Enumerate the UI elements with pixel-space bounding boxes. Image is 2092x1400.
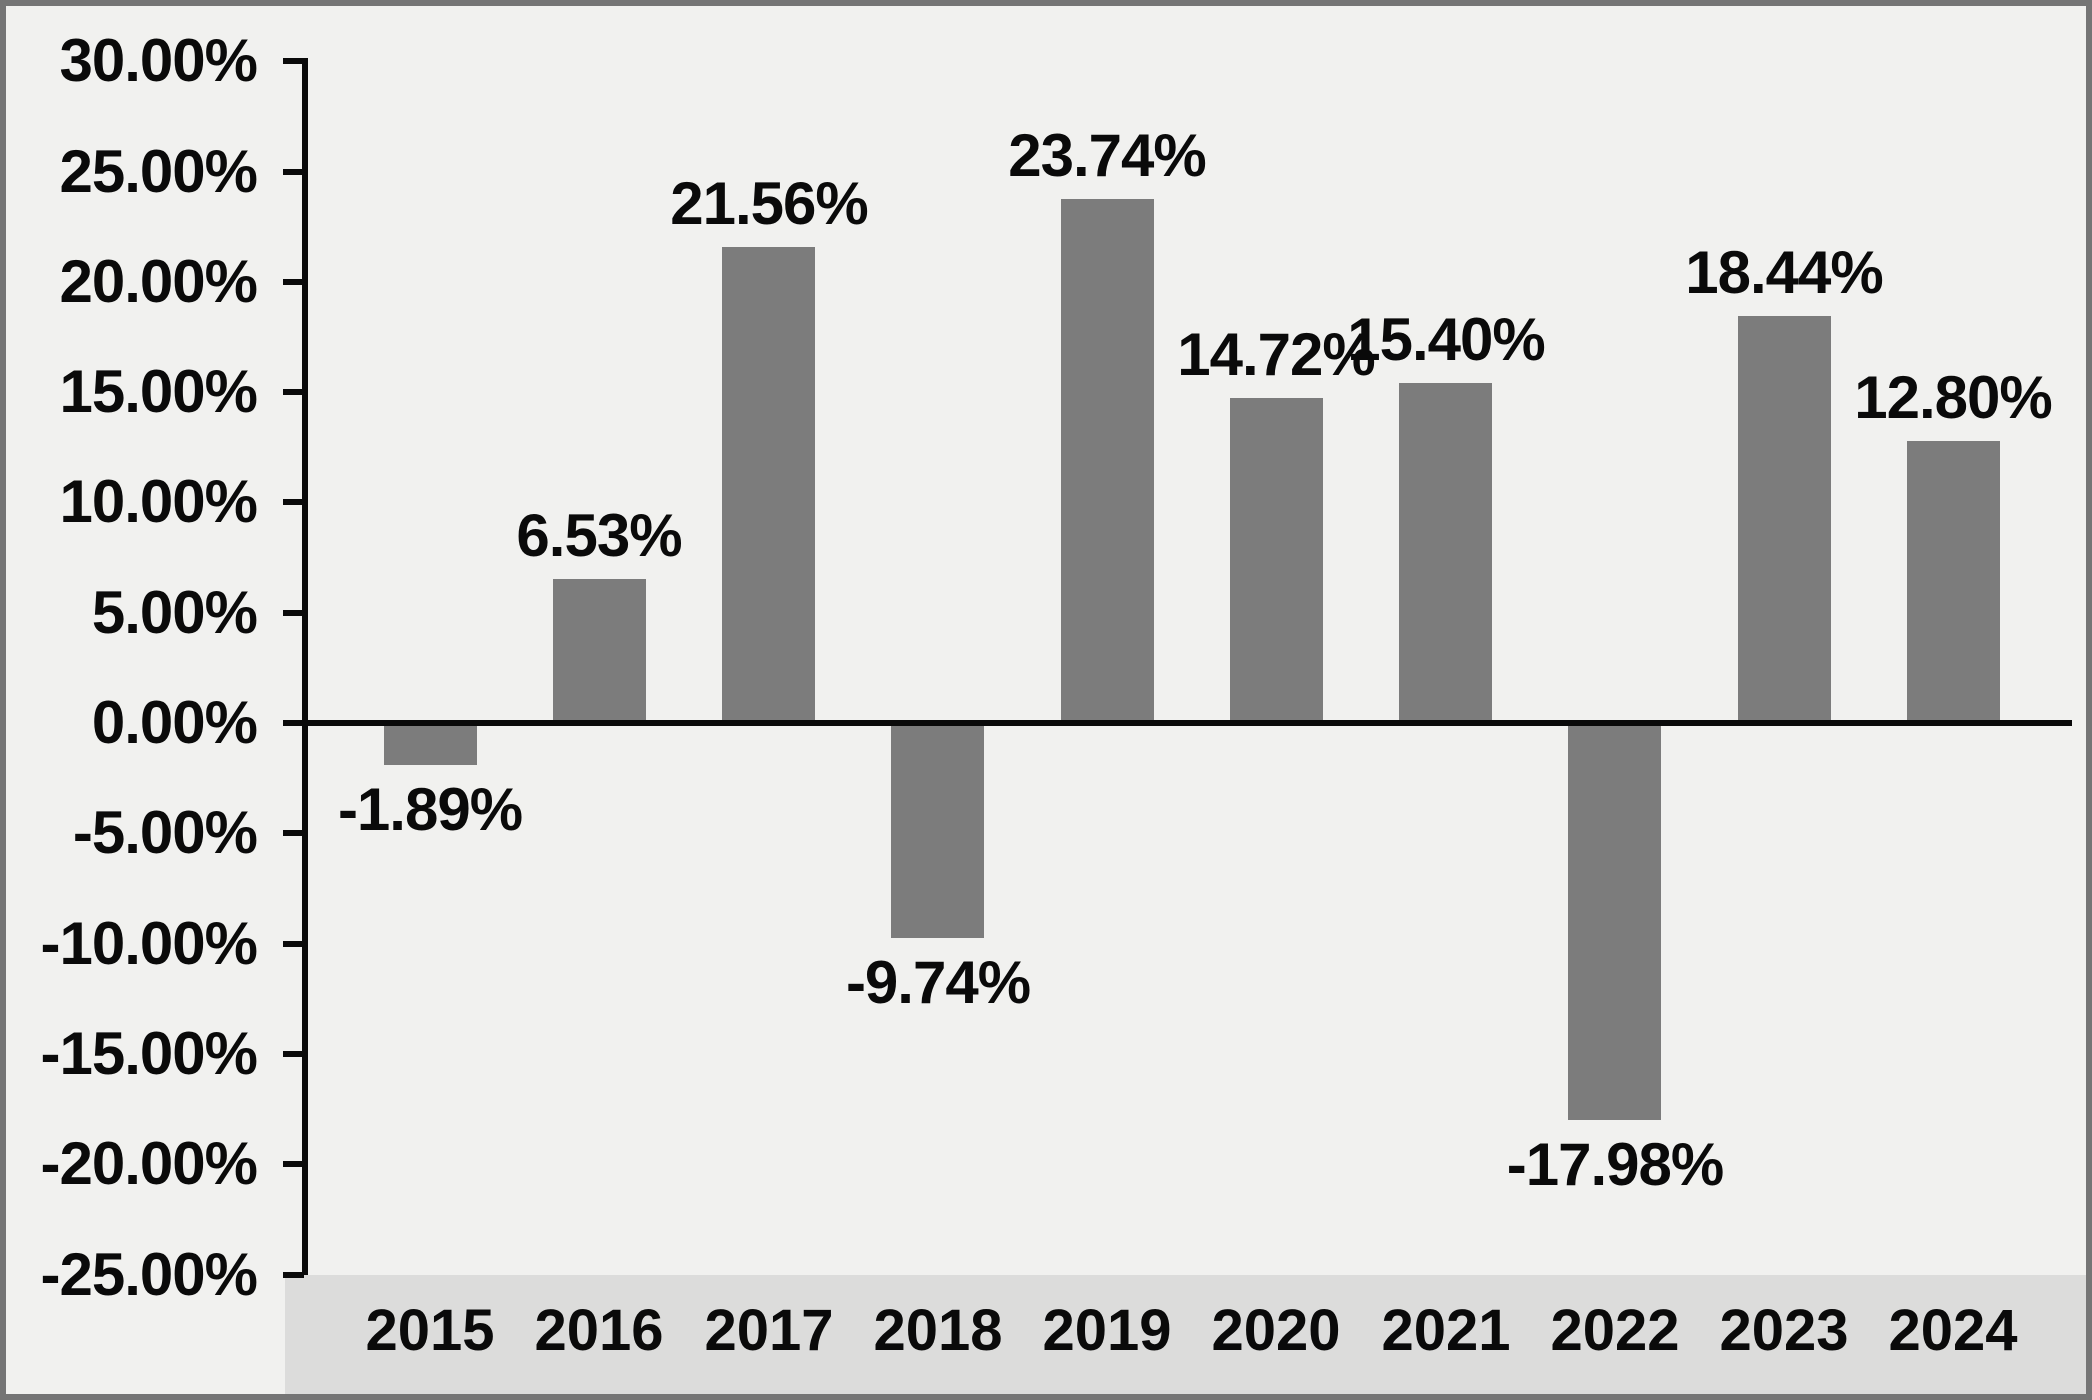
x-axis-label-2015: 2015 bbox=[365, 1298, 495, 1363]
bar-2020 bbox=[1230, 398, 1323, 723]
y-tick bbox=[283, 389, 304, 395]
value-label-2017: 21.56% bbox=[670, 170, 869, 237]
value-label-2019: 23.74% bbox=[1008, 122, 1207, 189]
y-tick bbox=[283, 279, 304, 285]
y-tick-label: 25.00% bbox=[59, 138, 259, 205]
y-tick-label: 30.00% bbox=[59, 27, 259, 94]
x-axis-label-2016: 2016 bbox=[534, 1298, 664, 1363]
x-axis-label-2017: 2017 bbox=[704, 1298, 834, 1363]
y-tick-label: 5.00% bbox=[91, 579, 258, 646]
value-label-2020: 14.72% bbox=[1177, 321, 1376, 388]
y-tick-label: 10.00% bbox=[59, 468, 259, 535]
y-tick bbox=[283, 1272, 304, 1278]
y-tick-label: -25.00% bbox=[40, 1241, 258, 1308]
y-tick-label: -5.00% bbox=[72, 799, 258, 866]
value-label-2015: -1.89% bbox=[337, 776, 523, 843]
value-label-2021: 15.40% bbox=[1347, 306, 1546, 373]
bar-2018 bbox=[891, 723, 984, 938]
x-axis-label-2020: 2020 bbox=[1211, 1298, 1341, 1363]
y-tick bbox=[283, 169, 304, 175]
bar-2021 bbox=[1399, 383, 1492, 723]
value-label-2016: 6.53% bbox=[516, 502, 682, 569]
x-axis-label-2021: 2021 bbox=[1381, 1298, 1511, 1363]
y-tick-label: -10.00% bbox=[40, 910, 258, 977]
y-tick-label: -20.00% bbox=[40, 1130, 258, 1197]
y-tick bbox=[283, 720, 304, 726]
y-tick bbox=[283, 1051, 304, 1057]
y-tick-label: 20.00% bbox=[59, 248, 259, 315]
x-axis-label-2018: 2018 bbox=[873, 1298, 1003, 1363]
x-axis-label-2024: 2024 bbox=[1888, 1298, 2018, 1363]
bar-2015 bbox=[384, 723, 477, 765]
y-tick-label: -15.00% bbox=[40, 1020, 258, 1087]
value-label-2022: -17.98% bbox=[1506, 1131, 1724, 1198]
value-label-2024: 12.80% bbox=[1854, 364, 2053, 431]
y-tick bbox=[283, 499, 304, 505]
y-tick bbox=[283, 830, 304, 836]
bar-2024 bbox=[1907, 441, 2000, 723]
bar-2019 bbox=[1061, 199, 1154, 723]
bar-2023 bbox=[1738, 316, 1831, 723]
y-tick-label: 0.00% bbox=[91, 689, 258, 756]
y-tick bbox=[283, 58, 304, 64]
category-axis-band bbox=[285, 1275, 2086, 1394]
bar-2022 bbox=[1568, 723, 1661, 1120]
y-tick bbox=[283, 941, 304, 947]
y-axis-line bbox=[302, 58, 308, 1275]
y-tick bbox=[283, 610, 304, 616]
y-tick bbox=[283, 1161, 304, 1167]
bar-2017 bbox=[722, 247, 815, 723]
x-axis-label-2022: 2022 bbox=[1550, 1298, 1680, 1363]
x-axis-label-2023: 2023 bbox=[1719, 1298, 1849, 1363]
zero-baseline bbox=[302, 720, 2072, 726]
y-tick-label: 15.00% bbox=[59, 358, 259, 425]
value-label-2023: 18.44% bbox=[1685, 239, 1884, 306]
bar-2016 bbox=[553, 579, 646, 723]
x-axis-label-2019: 2019 bbox=[1042, 1298, 1172, 1363]
value-label-2018: -9.74% bbox=[845, 949, 1031, 1016]
